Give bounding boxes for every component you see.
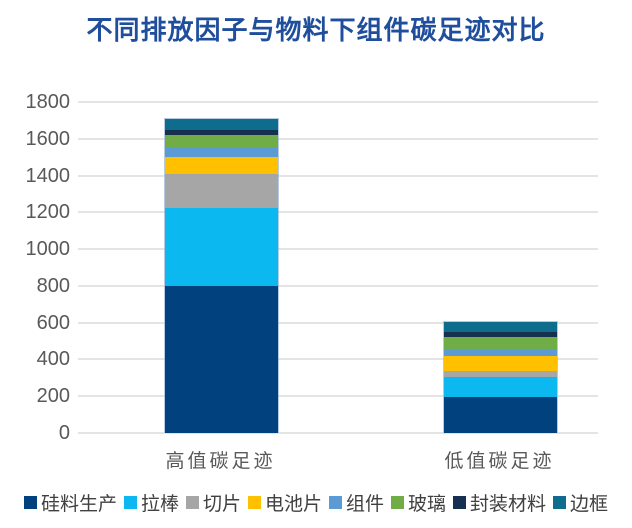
bar-segment [165, 207, 278, 286]
legend-item: 边框 [553, 489, 608, 516]
legend-item: 组件 [329, 489, 384, 516]
stacked-bar-2 [443, 321, 558, 433]
bar-segment [444, 337, 557, 350]
legend-item: 硅料生产 [23, 489, 117, 516]
legend-swatch-icon [553, 496, 567, 509]
chart-title: 不同排放因子与物料下组件碳足迹对比 [86, 15, 546, 45]
bar-segment [165, 173, 278, 208]
gridline [78, 174, 598, 177]
y-tick-label: 1600 [25, 127, 71, 150]
legend-label: 组件 [346, 494, 385, 515]
legend-swatch-icon [329, 496, 342, 509]
legend-label: 封装材料 [470, 494, 547, 515]
legend-label: 边框 [570, 494, 609, 515]
legend-item: 封装材料 [453, 489, 546, 516]
legend-swatch-icon [185, 496, 199, 509]
gridline [78, 432, 598, 434]
y-tick-label: 1800 [25, 91, 71, 113]
y-tick-label: 1000 [25, 238, 71, 261]
x-tick-label: 高值碳足迹 [165, 451, 276, 472]
y-tick-label: 1200 [25, 201, 71, 224]
legend-label: 拉棒 [140, 494, 179, 515]
legend-label: 硅料生产 [40, 494, 117, 515]
gridline [78, 137, 598, 140]
legend-label: 切片 [202, 494, 241, 515]
bar-segment [165, 135, 278, 148]
bar-segment [444, 356, 557, 372]
plot-area: 0 200 400 600 800 1000 1200 1400 1600 1800 [26, 91, 598, 444]
y-tick-label: 200 [36, 385, 70, 408]
gridline [78, 321, 598, 324]
gridline [78, 248, 598, 251]
legend-swatch-icon [23, 496, 37, 509]
bar-segment [444, 397, 557, 433]
gridline [78, 284, 598, 287]
y-tick-label: 0 [58, 422, 70, 444]
bar-segment [444, 371, 557, 378]
y-tick-label: 800 [36, 274, 70, 297]
legend-item: 电池片 [247, 489, 322, 516]
gridline [78, 395, 598, 398]
legend-swatch-icon [453, 496, 467, 509]
legend-item: 拉棒 [123, 489, 179, 516]
legend-swatch-icon [123, 496, 137, 509]
bar-segment [165, 129, 278, 136]
x-tick-label: 低值碳足迹 [444, 451, 555, 472]
bar-segment [165, 118, 278, 130]
bar-segment [444, 349, 557, 357]
y-tick-label: 600 [36, 311, 70, 334]
legend-label: 电池片 [264, 494, 322, 515]
bar-segment [444, 322, 557, 333]
legend-swatch-icon [391, 496, 405, 509]
legend: 硅料生产 拉棒 切片 电池片 组件 玻璃 封装材料 边框 [0, 489, 632, 516]
legend-item: 切片 [185, 489, 241, 516]
bar-segment [444, 332, 557, 338]
bar-segment [165, 157, 278, 174]
bar-segment [165, 285, 278, 433]
gridline [78, 101, 598, 103]
bar-segment [165, 148, 278, 158]
legend-swatch-icon [247, 496, 261, 509]
legend-label: 玻璃 [408, 494, 447, 515]
y-tick-label: 1400 [25, 164, 71, 187]
gridline [78, 358, 598, 361]
y-tick-label: 400 [36, 348, 70, 371]
legend-item: 玻璃 [391, 489, 446, 516]
bar-segment [444, 377, 557, 398]
gridline [78, 211, 598, 214]
stacked-bar-1 [164, 117, 279, 433]
